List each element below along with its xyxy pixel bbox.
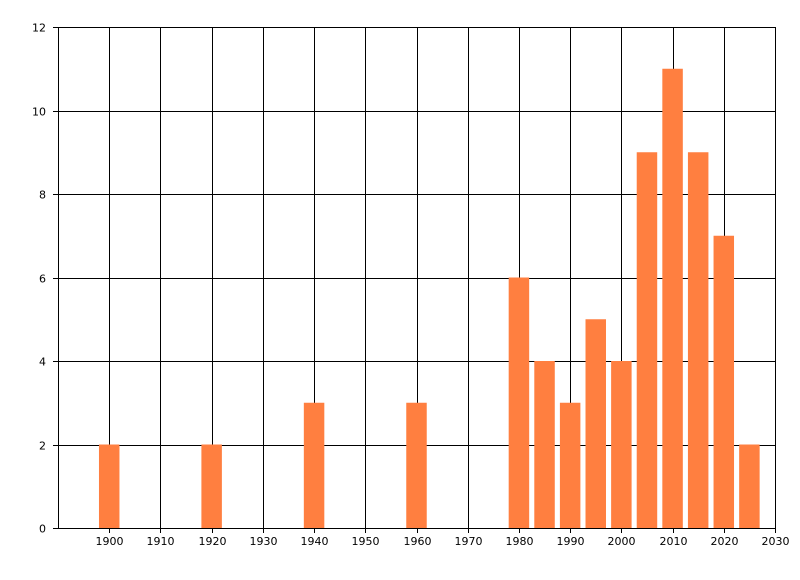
y-tick-label-10: 10 <box>32 106 46 119</box>
x-tick-label-2030: 2030 <box>762 535 790 548</box>
bar-1990 <box>559 402 581 528</box>
x-tick-label-1910: 1910 <box>147 535 175 548</box>
bar-2000 <box>611 361 632 528</box>
bar-1995 <box>585 319 606 528</box>
axes <box>53 27 776 533</box>
bar-1900 <box>98 444 120 528</box>
bar-1960 <box>406 402 427 528</box>
x-tick-label-1960: 1960 <box>404 535 432 548</box>
x-tick-label-1980: 1980 <box>506 535 534 548</box>
tick-labels: 0 2 4 6 8 10 12 1900 1910 1920 1930 1940 1950 1960 197… <box>32 22 790 549</box>
y-tick-label-2: 2 <box>39 440 46 453</box>
y-tick-label-4: 4 <box>39 356 46 369</box>
x-tick-label-1950: 1950 <box>352 535 380 548</box>
x-tick-label-2010: 2010 <box>660 535 688 548</box>
bar-1980 <box>508 277 530 528</box>
bar-2005 <box>636 152 658 528</box>
x-tick-label-1970: 1970 <box>455 535 483 548</box>
bar-1920 <box>201 444 222 528</box>
x-tick-label-1930: 1930 <box>250 535 278 548</box>
y-tick-label-8: 8 <box>39 189 46 202</box>
x-tick-label-2000: 2000 <box>608 535 636 548</box>
bar-1985 <box>534 361 555 528</box>
x-tick-label-1900: 1900 <box>96 535 124 548</box>
bars <box>98 68 760 528</box>
x-tick-label-1940: 1940 <box>301 535 329 548</box>
x-tick-label-1920: 1920 <box>199 535 227 548</box>
y-tick-label-6: 6 <box>39 273 46 286</box>
x-tick-label-2020: 2020 <box>711 535 739 548</box>
x-tick-label-1990: 1990 <box>557 535 585 548</box>
bar-2015 <box>687 152 709 528</box>
y-tick-label-12: 12 <box>32 22 46 35</box>
bar-2010 <box>662 68 683 528</box>
bar-2025 <box>739 444 760 528</box>
bar-1940 <box>303 402 325 528</box>
bar-2020 <box>713 235 735 528</box>
y-tick-label-0: 0 <box>39 523 46 536</box>
